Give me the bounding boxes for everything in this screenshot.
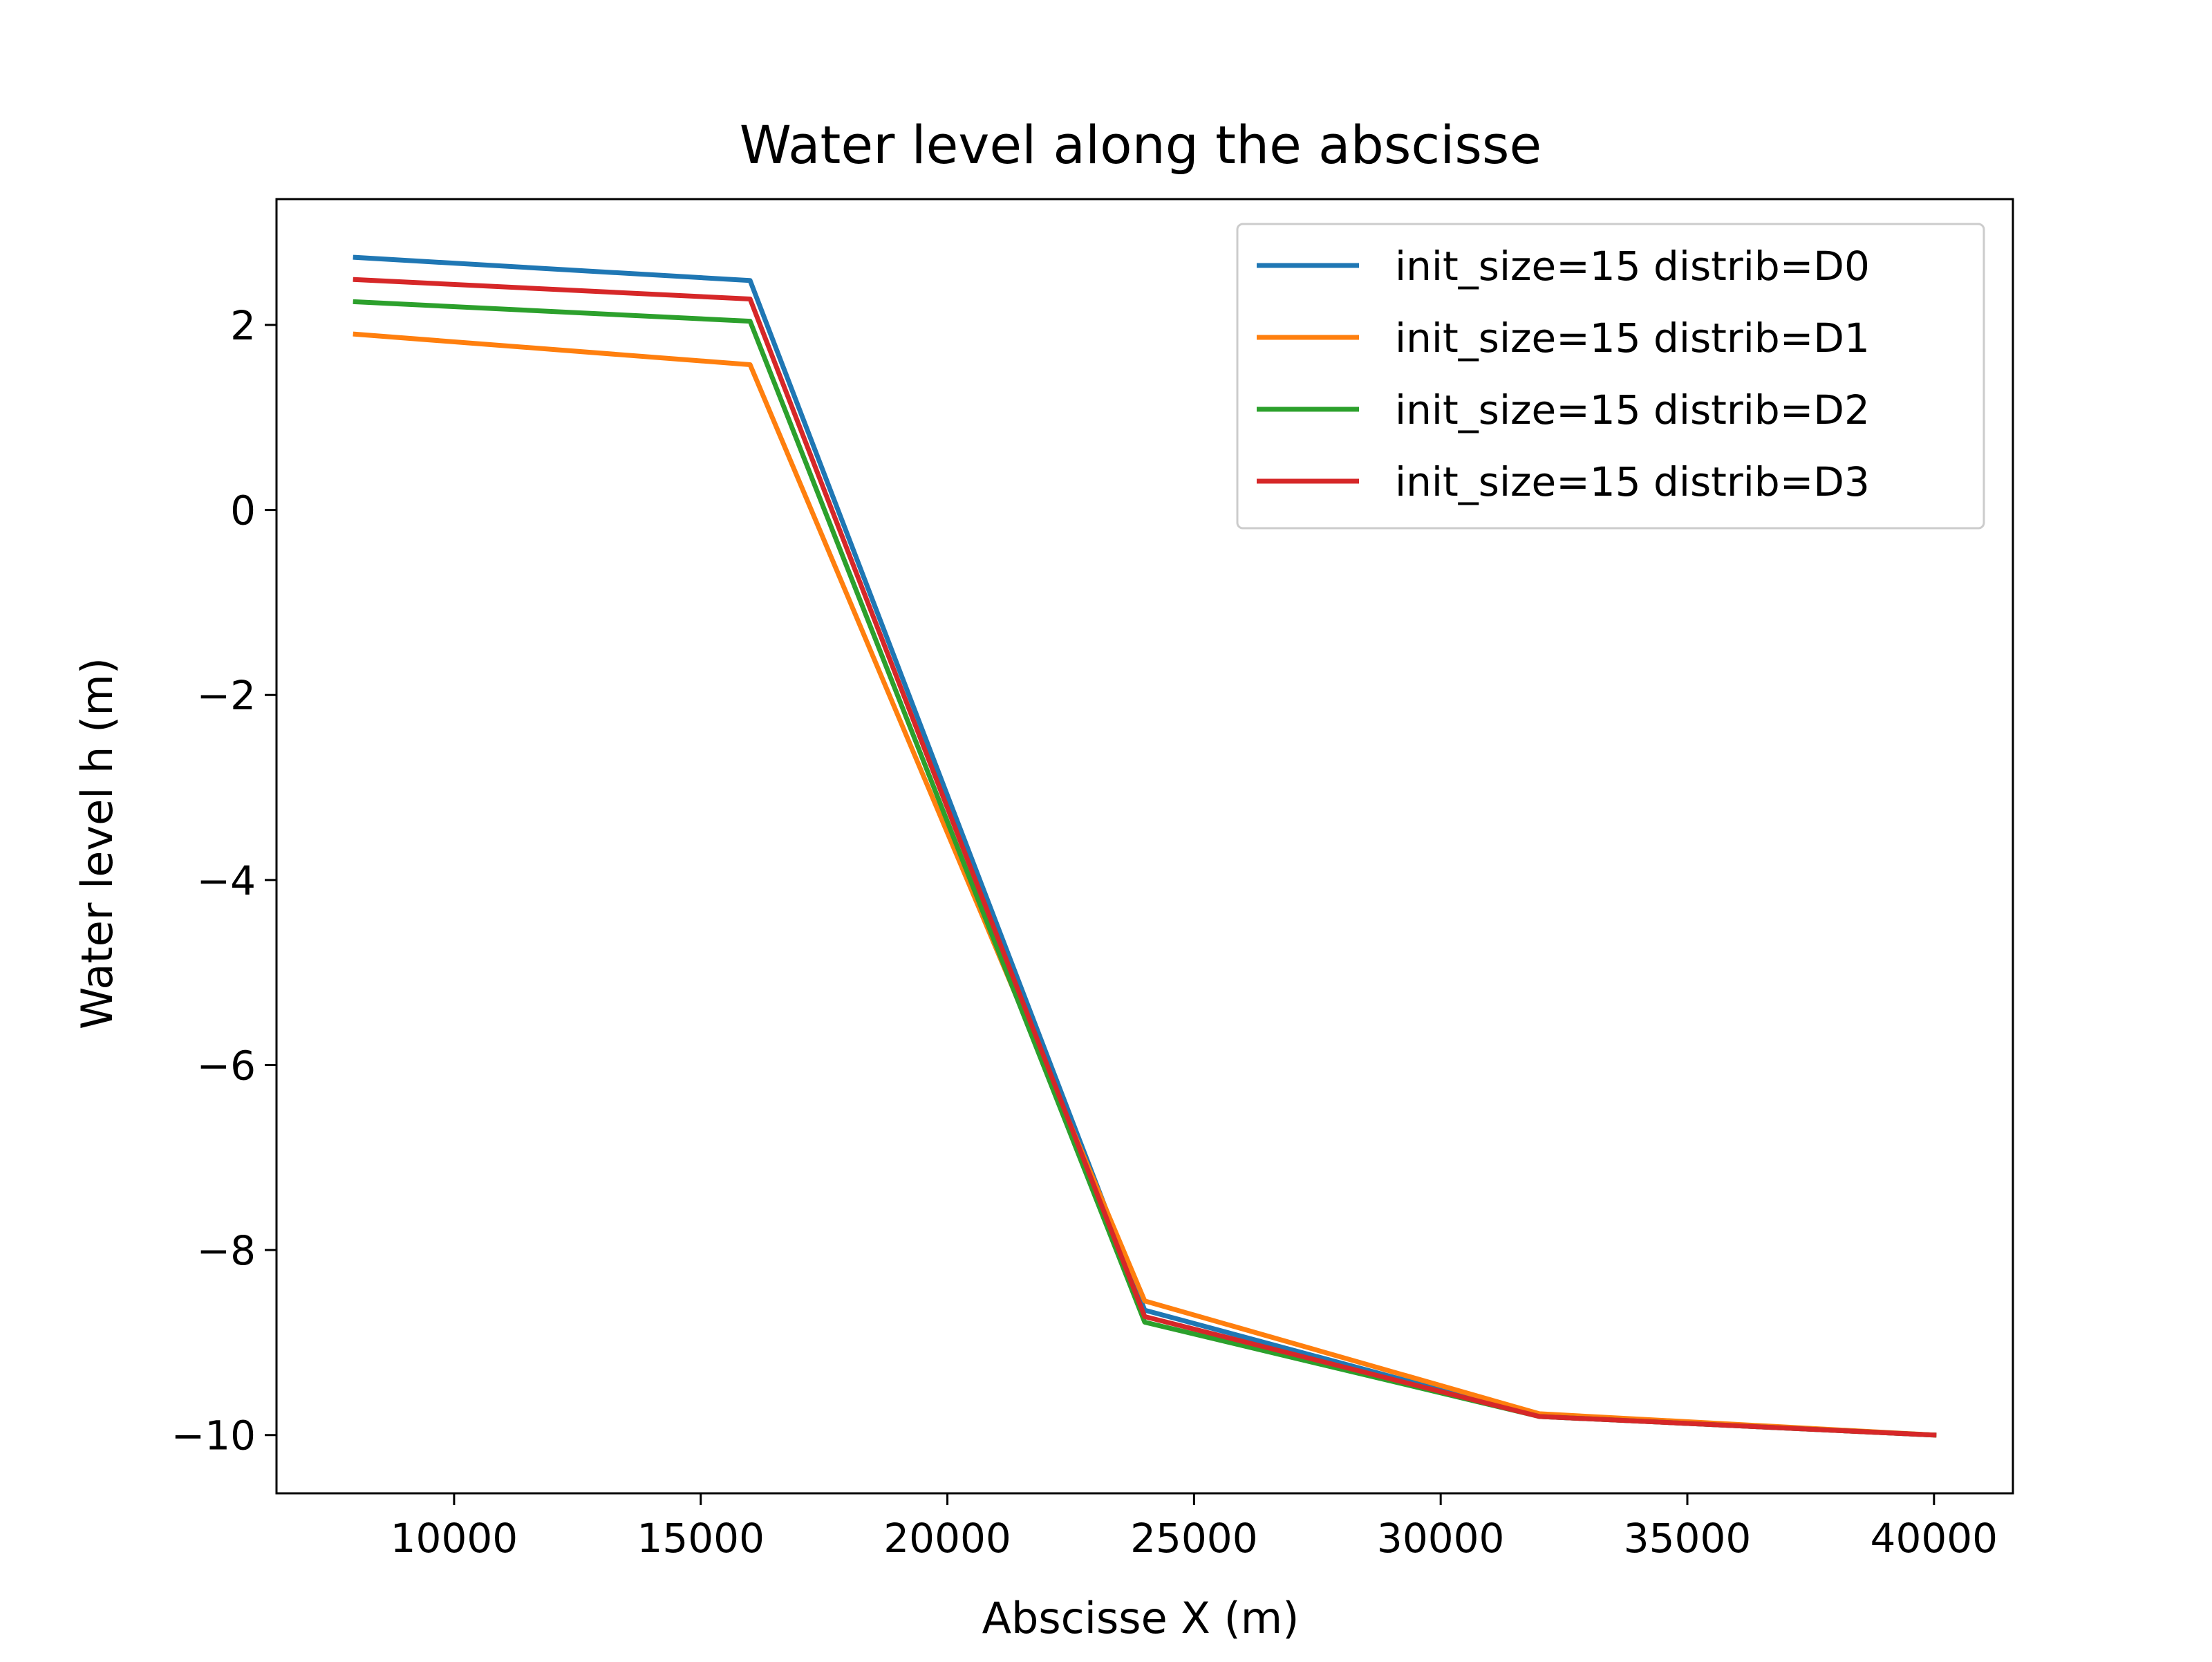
y-tick-label: 2 [230, 302, 256, 349]
y-tick-label: 0 [230, 487, 256, 534]
x-tick-label: 15000 [637, 1515, 765, 1562]
y-axis-ticks: 2 0 −2 −4 −6 −8 −10 [171, 302, 276, 1459]
legend-box [1236, 223, 1985, 530]
legend-label: init_size=15 distrib=D2 [1395, 386, 1870, 433]
chart-title: Water level along the abscisse [740, 114, 1542, 176]
y-tick-label: −10 [171, 1412, 256, 1459]
x-tick-label: 35000 [1624, 1515, 1752, 1562]
y-axis-label: Water level h (m) [72, 657, 122, 1029]
legend-label: init_size=15 distrib=D0 [1395, 243, 1870, 290]
x-tick-label: 25000 [1130, 1515, 1258, 1562]
y-tick-label: −6 [197, 1042, 256, 1089]
x-tick-label: 30000 [1377, 1515, 1505, 1562]
plot-frame [275, 198, 2014, 1495]
x-axis-ticks: 10000 15000 20000 25000 30000 35000 40000 [391, 1493, 1998, 1562]
legend: init_size=15 distrib=D0 init_size=15 dist… [1236, 223, 1985, 530]
x-axis-label: Abscisse X (m) [982, 1593, 1300, 1643]
legend-label: init_size=15 distrib=D3 [1395, 458, 1870, 505]
y-tick-label: −8 [197, 1227, 256, 1274]
y-tick-label: −2 [197, 672, 256, 719]
legend-label: init_size=15 distrib=D1 [1395, 315, 1870, 362]
x-tick-label: 40000 [1871, 1515, 1998, 1562]
x-tick-label: 10000 [391, 1515, 518, 1562]
y-tick-label: −4 [197, 857, 256, 904]
plot-area [275, 198, 2014, 1495]
series-line-3 [353, 277, 1937, 1438]
x-tick-label: 20000 [883, 1515, 1011, 1562]
